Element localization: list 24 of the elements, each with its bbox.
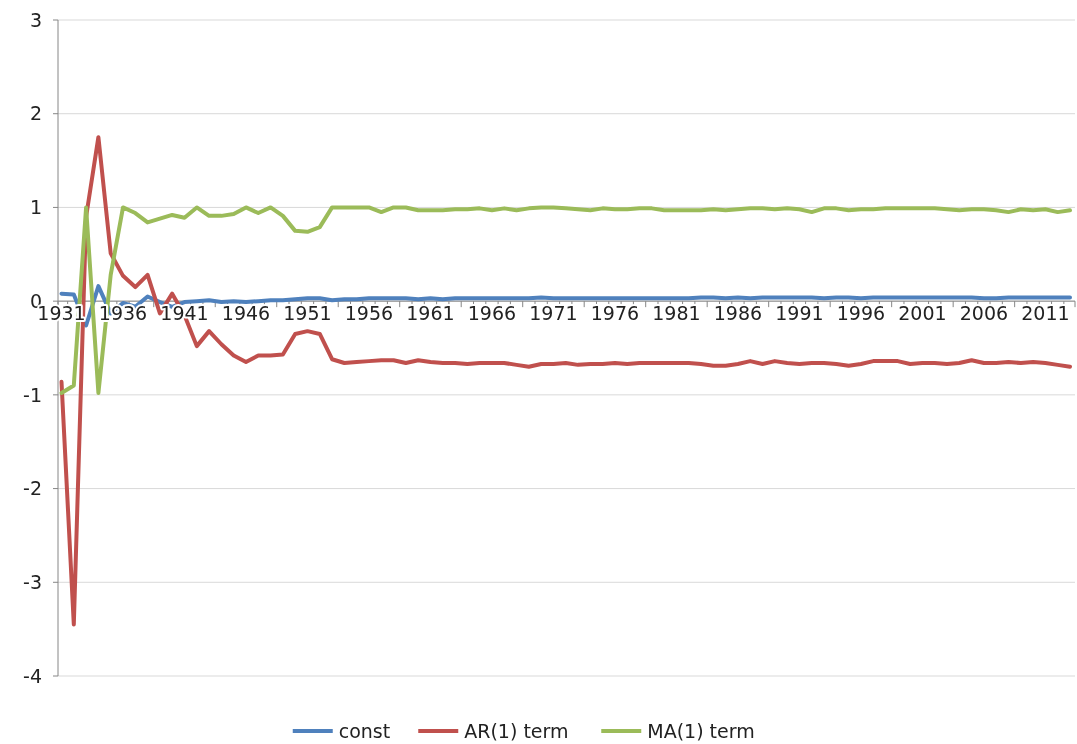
- y-tick-label: -3: [23, 570, 42, 593]
- y-tick-label: 2: [29, 102, 42, 125]
- x-tick-label: 1956: [344, 302, 394, 325]
- x-tick-label: 2001: [898, 302, 947, 325]
- legend-label: MA(1) term: [647, 719, 755, 742]
- x-tick-label: 1981: [652, 302, 701, 325]
- x-tick-label: 1976: [590, 302, 640, 325]
- y-tick-label: -2: [23, 477, 42, 500]
- legend-label: AR(1) term: [464, 719, 569, 742]
- x-tick-label: 1996: [836, 302, 886, 325]
- x-tick-label: 1961: [406, 302, 455, 325]
- y-tick-label: -1: [23, 383, 42, 406]
- x-tick-label: 1946: [221, 302, 271, 325]
- x-tick-label: 2006: [959, 302, 1009, 325]
- x-tick-label: 1966: [467, 302, 517, 325]
- x-tick-label: 1986: [713, 302, 763, 325]
- y-tick-label: 3: [29, 8, 42, 31]
- x-tick-label: 1951: [283, 302, 332, 325]
- legend-label: const: [338, 719, 391, 742]
- x-tick-label: 2011: [1021, 302, 1070, 325]
- x-tick-label: 1971: [529, 302, 578, 325]
- x-tick-label: 1991: [775, 302, 824, 325]
- y-tick-label: -4: [23, 664, 42, 687]
- y-tick-label: 1: [29, 196, 42, 219]
